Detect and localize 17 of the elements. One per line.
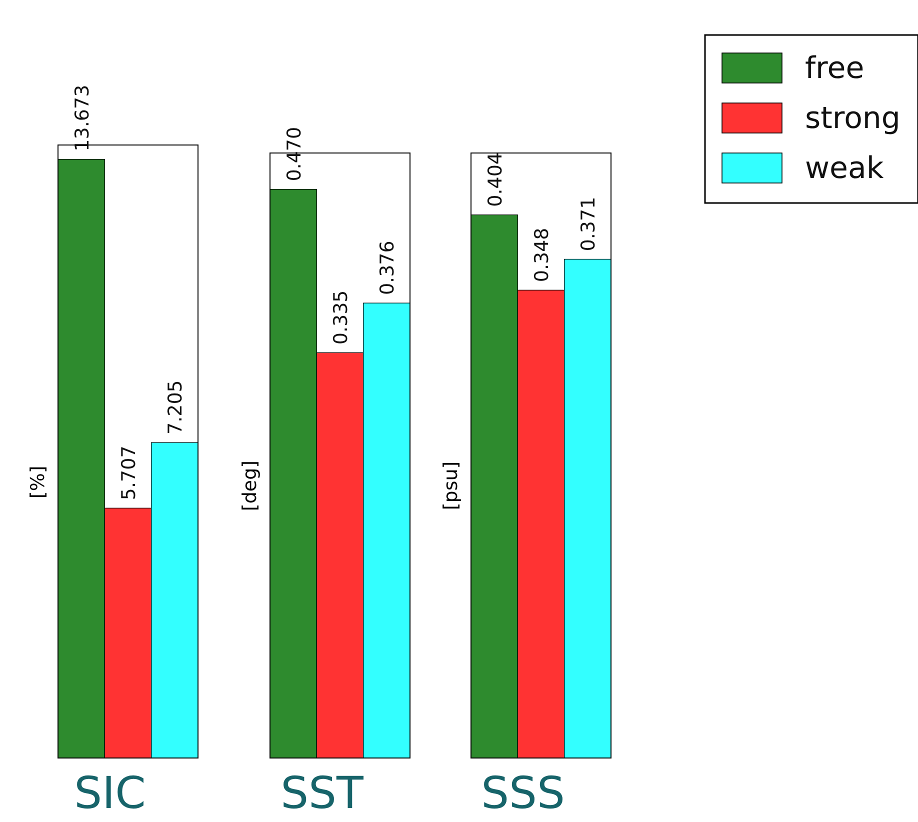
data-label: 5.707 bbox=[118, 446, 140, 500]
x-axis-title: SST bbox=[280, 768, 364, 819]
legend-label: weak bbox=[805, 151, 884, 186]
data-label: 0.404 bbox=[484, 152, 506, 207]
legend-label: free bbox=[805, 51, 864, 86]
x-axis-title: SIC bbox=[74, 768, 146, 819]
data-label: 0.348 bbox=[531, 228, 553, 282]
x-axis-title: SSS bbox=[481, 768, 565, 819]
y-axis-title: [%] bbox=[27, 466, 49, 499]
data-label: 0.335 bbox=[330, 290, 352, 345]
data-label: 7.205 bbox=[164, 380, 187, 435]
data-label: 0.371 bbox=[578, 196, 600, 252]
data-label: 0.376 bbox=[376, 240, 399, 296]
y-axis-title: [psu] bbox=[440, 461, 462, 510]
y-axis-title: [deg] bbox=[239, 460, 261, 512]
legend-label: strong bbox=[805, 101, 900, 136]
data-label: 0.470 bbox=[283, 126, 306, 182]
